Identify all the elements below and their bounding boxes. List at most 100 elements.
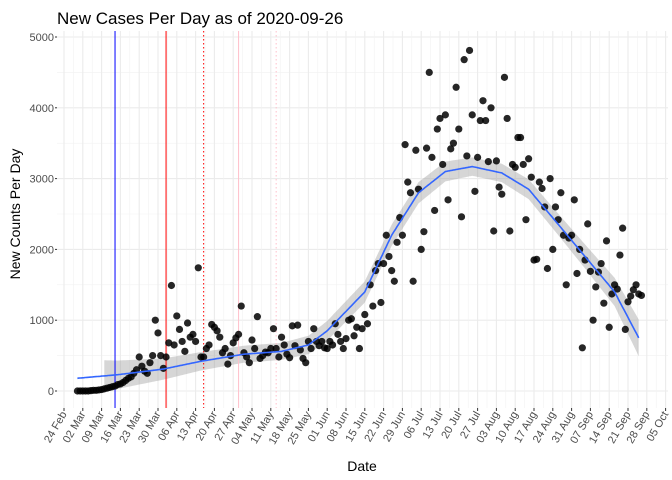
data-point <box>439 160 447 169</box>
data-point <box>275 353 283 361</box>
data-point <box>600 299 608 307</box>
data-point <box>286 354 294 362</box>
data-point <box>503 114 511 123</box>
data-point <box>533 255 541 263</box>
data-point <box>632 281 640 289</box>
data-point <box>361 310 369 319</box>
data-point <box>294 321 302 329</box>
data-point <box>436 114 444 123</box>
data-point <box>605 323 613 331</box>
data-point <box>146 359 154 367</box>
y-tick-label: 0 <box>48 386 54 398</box>
data-point <box>573 269 581 278</box>
data-point <box>205 341 213 349</box>
data-point <box>500 73 509 81</box>
y-axis-label: New Counts Per Day <box>7 149 23 280</box>
data-point <box>592 283 600 291</box>
data-point <box>447 145 455 153</box>
data-point <box>162 353 170 361</box>
data-point <box>296 346 304 354</box>
data-point <box>342 335 350 343</box>
data-point <box>237 302 245 310</box>
data-point <box>369 302 377 310</box>
confidence-band <box>104 157 639 392</box>
data-point <box>350 332 358 340</box>
data-point <box>339 344 347 353</box>
data-point <box>277 333 286 341</box>
data-point <box>482 116 490 125</box>
data-point <box>135 353 143 361</box>
data-point <box>302 359 310 367</box>
data-point <box>422 144 431 152</box>
data-point <box>637 291 646 300</box>
data-point <box>388 267 396 275</box>
data-point <box>401 141 409 149</box>
data-point <box>347 315 355 323</box>
data-point <box>170 341 178 349</box>
data-point <box>543 264 552 273</box>
data-point <box>288 322 296 330</box>
data-point <box>390 277 398 285</box>
data-point <box>613 285 621 293</box>
data-point <box>474 153 482 161</box>
data-point <box>267 344 275 353</box>
data-point <box>377 298 385 307</box>
data-point <box>570 196 578 204</box>
data-point <box>624 298 632 306</box>
data-point <box>511 163 519 171</box>
data-point <box>468 111 476 119</box>
data-point <box>213 327 221 335</box>
data-point <box>441 111 449 119</box>
data-point <box>616 251 624 259</box>
data-point <box>619 224 627 232</box>
y-tick-label: 2000 <box>30 244 54 256</box>
data-point <box>551 203 560 211</box>
data-point <box>245 359 253 367</box>
data-point <box>334 330 342 338</box>
data-point <box>248 336 256 344</box>
data-point <box>516 133 525 142</box>
data-point <box>433 125 441 133</box>
data-point <box>597 259 605 268</box>
data-point <box>178 337 186 346</box>
data-point <box>181 347 189 355</box>
chart-title: New Cases Per Day as of 2020-09-26 <box>57 9 343 28</box>
data-point <box>272 344 280 353</box>
y-tick-label: 3000 <box>30 174 54 186</box>
data-point <box>183 319 192 327</box>
data-point <box>382 231 390 239</box>
data-point <box>465 46 474 55</box>
data-point <box>280 341 288 349</box>
data-point <box>251 344 259 353</box>
data-point <box>495 183 503 191</box>
data-point <box>471 187 479 195</box>
data-point <box>380 259 388 268</box>
grid <box>57 31 668 408</box>
data-point <box>173 312 181 320</box>
data-point <box>584 220 592 228</box>
data-point <box>425 68 433 76</box>
data-point <box>149 352 157 360</box>
data-point <box>398 231 406 239</box>
data-point <box>269 325 278 333</box>
data-point <box>420 228 428 236</box>
data-point <box>385 252 393 261</box>
data-point <box>323 344 331 353</box>
x-axis-label: Date <box>347 458 377 474</box>
data-point <box>363 320 372 328</box>
data-point <box>224 360 232 368</box>
smooth-line <box>77 165 640 380</box>
data-point <box>393 238 401 246</box>
data-point <box>525 155 533 163</box>
data-point <box>243 353 251 361</box>
data-point <box>337 337 345 346</box>
data-point <box>535 178 543 186</box>
smooth-line-group <box>77 165 640 380</box>
data-point <box>175 325 184 334</box>
data-point <box>200 353 208 361</box>
data-point <box>234 330 243 338</box>
data-point <box>519 160 527 169</box>
smooth-se-band <box>104 157 639 392</box>
data-point <box>417 245 425 253</box>
